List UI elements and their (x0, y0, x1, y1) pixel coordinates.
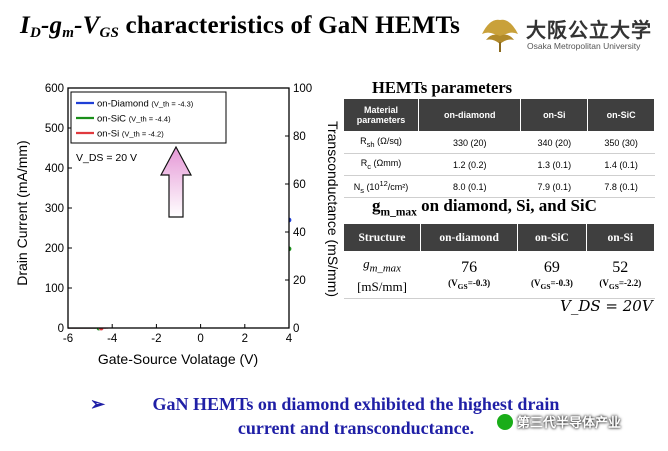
legend-vth: (V_th = -4.3) (151, 100, 193, 109)
vds-annotation: V_DS = 20 V (76, 152, 137, 164)
watermark: 第三代半导体产业 (497, 412, 621, 434)
gm-header-sic: on-SiC (517, 223, 587, 252)
legend-label: on-Si (V_th = -4.2) (97, 129, 164, 140)
summary-line-2: current and transconductance. (237, 418, 475, 438)
legend-vth: (V_th = -4.4) (129, 115, 171, 124)
gm-cell-diamond: 76 (VGS=-0.3) (420, 251, 518, 299)
param-name: Rsh (Ω/sq) (343, 131, 419, 154)
table-row: gm_max [mS/mm] 76 (VGS=-0.3) 69 (VGS=-0.3) … (343, 251, 655, 299)
param-value: 8.0 (0.1) (418, 175, 521, 198)
param-value: 7.9 (0.1) (520, 175, 588, 198)
vds-label: V_DS = 20V (560, 297, 653, 315)
params-header-si: on-Si (520, 98, 589, 132)
x-tick-label: -4 (107, 333, 118, 345)
params-header-diamond: on-diamond (417, 98, 522, 132)
table-row: Rc (Ωmm) 1.2 (0.2) 1.3 (0.1) 1.4 (0.1) (343, 153, 655, 176)
legend-label: on-Diamond (V_th = -4.3) (97, 99, 194, 110)
gm-header-si: on-Si (585, 223, 656, 252)
gm-row-label: gm_max [mS/mm] (343, 251, 421, 299)
slide-title: ID-gm-VGS characteristics of GaN HEMTs (20, 12, 461, 41)
param-name: Ns (1012/cm²) (343, 175, 419, 198)
chart-legend: on-Diamond (V_th = -4.3) on-SiC (V_th = -… (70, 91, 227, 144)
summary-text: ➢ GaN HEMTs on diamond exhibited the hig… (90, 392, 616, 440)
ginkgo-logo-icon (482, 19, 518, 52)
legend-frame (70, 91, 227, 144)
y-left-tick-label: 400 (45, 163, 64, 175)
university-logo: 大阪公立大学 Osaka Metropolitan University (478, 14, 651, 60)
y-left-tick-label: 0 (58, 323, 64, 335)
param-value: 7.8 (0.1) (587, 175, 655, 198)
x-tick-label: 4 (286, 333, 293, 345)
gm-table: Structure on-diamond on-SiC on-Si gm_max… (343, 223, 656, 299)
y-left-axis-label: Drain Current (mA/mm) (14, 140, 30, 285)
params-title: HEMTs parameters (372, 78, 513, 97)
x-tick-label: -6 (63, 333, 73, 345)
params-header-sic: on-SiC (587, 98, 655, 132)
x-tick-label: 0 (197, 333, 203, 345)
params-table: Material parameters on-diamond on-Si on-… (343, 98, 655, 198)
y-right-tick-label: 0 (293, 323, 299, 335)
param-value: 330 (20) (418, 131, 521, 154)
x-axis-label: Gate-Source Volatage (V) (98, 351, 258, 367)
gm-cell-sic: 69 (VGS=-0.3) (517, 251, 587, 299)
x-tick-label: -2 (151, 333, 161, 345)
y-right-tick-label: 100 (293, 83, 312, 95)
param-value: 350 (30) (587, 131, 655, 154)
y-left-tick-label: 200 (45, 243, 64, 255)
y-right-axis-label: Transconductance (mS/mm) (325, 121, 340, 297)
param-value: 1.4 (0.1) (587, 153, 655, 176)
table-row: Ns (1012/cm²) 8.0 (0.1) 7.9 (0.1) 7.8 (0… (343, 175, 655, 198)
logo-jp-text: 大阪公立大学 (526, 18, 652, 42)
legend-label: on-SiC (V_th = -4.4) (97, 114, 171, 125)
legend-vth: (V_th = -4.2) (122, 130, 164, 139)
id-gm-vgs-chart: -6 -4 -2 0 2 40100200300400500600020406080100… (14, 83, 340, 367)
y-left-tick-label: 600 (45, 83, 64, 95)
highlight-arrow-icon (159, 145, 193, 218)
param-value: 1.3 (0.1) (520, 153, 588, 176)
params-header-material: Material parameters (343, 98, 419, 132)
param-value: 1.2 (0.2) (418, 153, 521, 176)
y-left-tick-label: 300 (45, 203, 64, 215)
table-row: Rsh (Ω/sq) 330 (20) 340 (20) 350 (30) (343, 131, 655, 154)
y-right-tick-label: 80 (293, 131, 306, 143)
param-value: 340 (20) (520, 131, 588, 154)
gm-cell-si: 52 (VGS=-2.2) (586, 251, 655, 299)
summary-line-1: GaN HEMTs on diamond exhibited the highe… (152, 394, 560, 414)
wechat-icon (497, 414, 513, 430)
bullet-arrow-icon: ➢ (90, 394, 106, 414)
gm-header-diamond: on-diamond (419, 223, 519, 252)
y-left-tick-label: 500 (45, 123, 64, 135)
logo-en-text: Osaka Metropolitan University (527, 41, 641, 51)
gm-header-structure: Structure (343, 223, 421, 252)
y-right-tick-label: 60 (293, 179, 306, 191)
x-tick-label: 2 (242, 333, 248, 345)
y-right-tick-label: 20 (293, 275, 306, 287)
y-left-tick-label: 100 (45, 283, 64, 295)
y-right-tick-label: 40 (293, 227, 306, 239)
gm-title: gm_max on diamond, Si, and SiC (372, 196, 597, 219)
param-name: Rc (Ωmm) (343, 153, 419, 176)
